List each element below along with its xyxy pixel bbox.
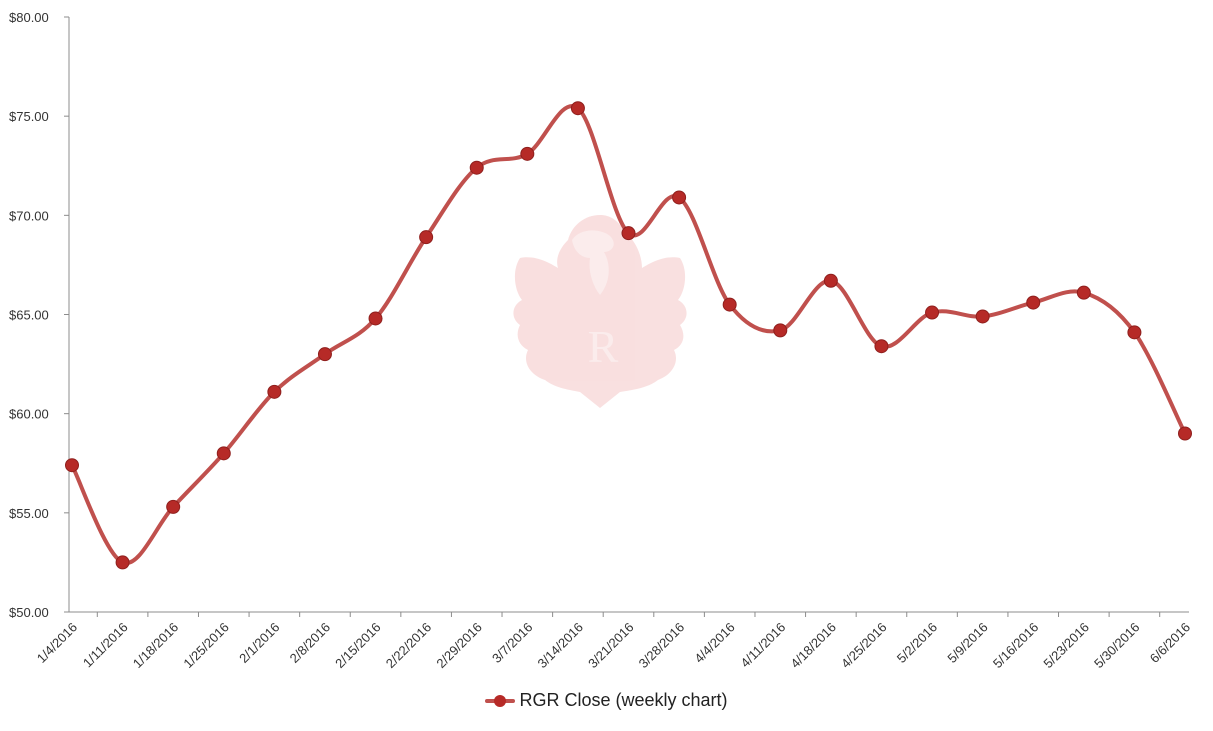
data-point bbox=[115, 555, 130, 570]
x-tick-label: 1/4/2016 bbox=[34, 620, 80, 666]
data-point bbox=[267, 384, 282, 399]
x-tick-label: 2/1/2016 bbox=[236, 620, 282, 666]
legend-label: RGR Close (weekly chart) bbox=[519, 690, 728, 710]
eagle-icon bbox=[513, 215, 687, 408]
data-point bbox=[874, 339, 889, 354]
x-tick-label: 5/16/2016 bbox=[990, 620, 1042, 672]
data-point bbox=[1076, 285, 1091, 300]
x-tick-label: 3/14/2016 bbox=[535, 620, 587, 672]
x-tick-label: 2/22/2016 bbox=[383, 620, 435, 672]
data-point bbox=[975, 309, 990, 324]
y-tick-label: $50.00 bbox=[9, 605, 49, 620]
x-tick-label: 5/2/2016 bbox=[894, 620, 940, 666]
x-tick-label: 2/29/2016 bbox=[433, 620, 485, 672]
legend-entry: RGR Close (weekly chart) bbox=[485, 690, 728, 711]
data-point bbox=[1026, 295, 1041, 310]
data-point bbox=[722, 297, 737, 312]
data-point bbox=[368, 311, 383, 326]
x-tick-label: 1/18/2016 bbox=[130, 620, 182, 672]
x-tick-label: 4/18/2016 bbox=[787, 620, 839, 672]
data-point bbox=[469, 160, 484, 175]
x-tick-label: 3/7/2016 bbox=[489, 620, 535, 666]
data-point bbox=[65, 458, 79, 473]
watermark-letter: R bbox=[588, 321, 619, 372]
y-axis-ticks: $50.00 $55.00 $60.00 $65.00 $70.00 $75.00 $80.… bbox=[9, 10, 69, 620]
x-tick-label: 3/28/2016 bbox=[636, 620, 688, 672]
x-tick-label: 6/6/2016 bbox=[1147, 620, 1193, 666]
x-tick-label: 1/11/2016 bbox=[80, 620, 131, 671]
data-point bbox=[823, 273, 838, 288]
x-tick-label: 4/25/2016 bbox=[838, 620, 890, 672]
data-point bbox=[419, 230, 434, 245]
legend: RGR Close (weekly chart) bbox=[0, 690, 1213, 713]
x-tick-label: 5/9/2016 bbox=[944, 620, 990, 666]
data-point bbox=[520, 146, 535, 161]
legend-line-marker-icon bbox=[485, 694, 516, 708]
eagle-logo-watermark: R bbox=[513, 215, 687, 408]
data-point bbox=[773, 323, 788, 338]
y-tick-label: $75.00 bbox=[9, 109, 49, 124]
data-point bbox=[1127, 325, 1142, 340]
series-markers bbox=[65, 101, 1192, 570]
data-point bbox=[621, 226, 636, 241]
eagle-head-icon bbox=[572, 230, 614, 295]
data-point bbox=[672, 190, 687, 205]
x-tick-label: 4/4/2016 bbox=[691, 620, 737, 666]
y-tick-label: $55.00 bbox=[9, 506, 49, 521]
y-tick-label: $65.00 bbox=[9, 308, 49, 323]
data-point bbox=[166, 499, 181, 514]
x-tick-label: 2/8/2016 bbox=[287, 620, 333, 666]
data-point bbox=[216, 446, 231, 461]
x-tick-label: 4/11/2016 bbox=[738, 620, 789, 671]
x-tick-label: 5/23/2016 bbox=[1040, 620, 1092, 672]
data-point bbox=[1178, 426, 1192, 441]
data-point bbox=[570, 101, 585, 116]
x-tick-label: 3/21/2016 bbox=[585, 620, 637, 672]
x-axis-ticks: 1/4/2016 1/11/2016 1/18/2016 1/25/2016 2/1/2… bbox=[34, 612, 1193, 671]
y-tick-label: $70.00 bbox=[9, 208, 49, 223]
x-tick-label: 2/15/2016 bbox=[332, 620, 384, 672]
y-tick-label: $60.00 bbox=[9, 407, 49, 422]
y-tick-label: $80.00 bbox=[9, 10, 49, 25]
x-tick-label: 5/30/2016 bbox=[1091, 620, 1143, 672]
x-tick-label: 1/25/2016 bbox=[180, 620, 232, 672]
data-point bbox=[925, 305, 940, 320]
data-point bbox=[317, 347, 332, 362]
